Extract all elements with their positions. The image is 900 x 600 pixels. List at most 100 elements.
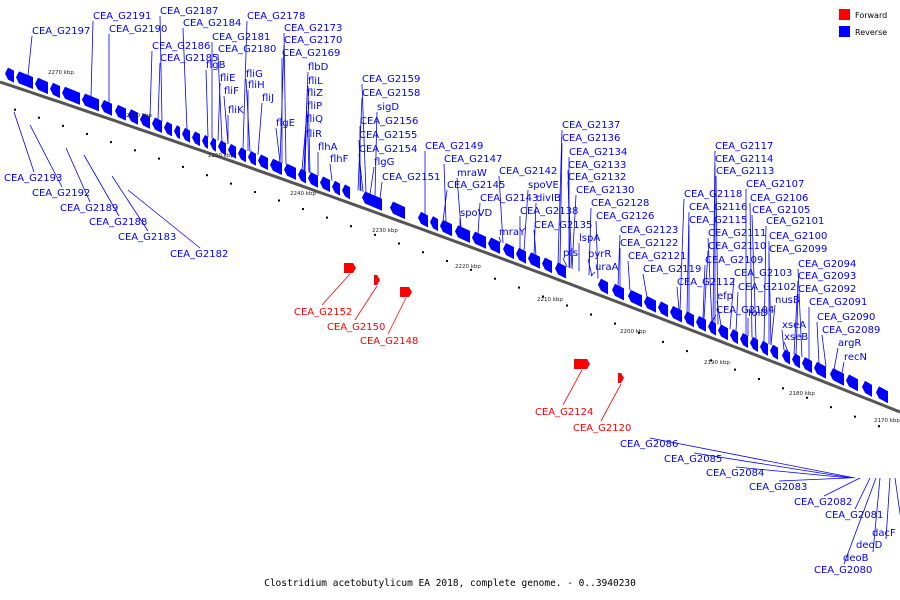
leader-line	[369, 166, 375, 195]
reverse-gene-arrow	[182, 127, 190, 143]
tick-mark	[38, 116, 40, 119]
tick-mark	[182, 165, 184, 168]
gene-label: CEA_G2082	[794, 497, 852, 508]
gene-label: pfs	[563, 248, 578, 259]
reverse-gene-arrow	[782, 349, 790, 365]
gene-label: CEA_G2089	[822, 325, 880, 336]
backbone-line	[0, 80, 900, 414]
leader-line	[498, 175, 504, 244]
reverse-gene-arrow	[390, 201, 405, 220]
reverse-gene-arrow	[612, 283, 624, 301]
reverse-gene-arrow	[802, 357, 812, 374]
gene-label: CEA_G2134	[569, 147, 627, 158]
leader-line	[257, 102, 263, 155]
leader-line	[13, 111, 35, 173]
gene-label: CEA_G2186	[152, 41, 210, 52]
gene-label: CEA_G2083	[749, 482, 807, 493]
gene-label: CEA_G2121	[628, 251, 686, 262]
tick-mark	[854, 415, 856, 418]
gene-label: CEA_G2155	[359, 130, 417, 141]
gene-label: CEA_G2112	[677, 277, 735, 288]
reverse-gene-arrow	[555, 262, 566, 279]
gene-label: CEA_G2180	[218, 44, 276, 55]
leader-line	[843, 477, 877, 565]
leader-line	[793, 280, 799, 355]
gene-label: CEA_G2111	[708, 228, 766, 239]
gene-label: xseB	[784, 332, 808, 343]
leader-line	[735, 291, 739, 332]
reverse-gene-arrow	[320, 176, 330, 193]
position-ticks: 2270 kbp 2260 kbp 2250 kbp 2240 kbp 2230 kbp…	[14, 70, 900, 428]
leader-line	[562, 257, 568, 268]
gene-label: CEA_G2150	[327, 322, 385, 333]
gene-label: fliJ	[262, 93, 274, 104]
genome-backbone	[0, 80, 900, 414]
gene-label: fliQ	[306, 114, 323, 125]
gene-label: CEA_G2104	[716, 305, 774, 316]
gene-label: deoB	[843, 553, 869, 564]
gene-label: CEA_G2119	[643, 264, 701, 275]
leader-line	[374, 111, 378, 197]
tick-mark	[566, 304, 568, 307]
gene-label: CEA_G2188	[89, 217, 147, 228]
gene-label: CEA_G2148	[360, 336, 418, 347]
leader-line	[795, 293, 799, 355]
tick-mark	[374, 233, 376, 236]
gene-label: CEA_G2133	[568, 160, 626, 171]
reverse-gene-arrow	[248, 150, 256, 166]
leader-line	[304, 97, 308, 172]
gene-label: CEA_G2132	[568, 172, 626, 183]
tick-label: 2180 kbp	[789, 391, 815, 397]
tick-mark	[518, 286, 520, 289]
legend-reverse-swatch	[839, 26, 850, 37]
forward-strand-genes	[344, 263, 624, 383]
reverse-gene-arrow	[62, 86, 80, 105]
tick-mark	[86, 132, 88, 135]
reverse-gene-arrow	[342, 184, 350, 200]
gene-label: folD	[748, 308, 768, 319]
tick-mark	[278, 199, 280, 202]
tick-mark	[638, 331, 640, 334]
gene-label: CEA_G2142	[499, 166, 557, 177]
reverse-gene-arrow	[644, 296, 656, 313]
leader-line	[127, 189, 201, 249]
tick-mark	[734, 368, 736, 371]
reverse-gene-arrow	[542, 257, 552, 274]
reverse-strand-genes	[5, 67, 888, 404]
leader-line	[182, 27, 188, 130]
gene-label: CEA_G2115	[689, 215, 747, 226]
leader-line	[559, 142, 563, 265]
gene-label: CEA_G2099	[769, 244, 827, 255]
gene-label: CEA_G2159	[362, 74, 420, 85]
gene-label: CEA_G2187	[160, 6, 218, 17]
leader-line	[823, 477, 861, 497]
gene-label: CEA_G2154	[359, 144, 417, 155]
leader-line	[595, 220, 599, 279]
gene-label: CEA_G2101	[766, 216, 824, 227]
gene-label: CEA_G2128	[591, 198, 649, 209]
gene-label: CEA_G2192	[32, 188, 90, 199]
gene-label: CEA_G2152	[294, 307, 352, 318]
gene-label: fliK	[228, 105, 244, 116]
leader-line	[361, 83, 367, 193]
tick-mark	[350, 225, 352, 228]
tick-mark	[230, 182, 232, 185]
gene-label: CEA_G2103	[734, 268, 792, 279]
reverse-gene-arrow	[115, 104, 126, 121]
leader-line	[642, 273, 648, 298]
leader-line	[749, 202, 753, 338]
gene-label: mraW	[457, 168, 487, 179]
reverse-gene-arrow	[503, 243, 514, 260]
leader-line	[885, 477, 891, 540]
gene-label: CEA_G2182	[170, 249, 228, 260]
reverse-gene-arrow	[488, 237, 500, 254]
leader-line	[729, 277, 735, 330]
forward-gene-arrow	[400, 287, 412, 297]
gene-label: uraA	[595, 262, 619, 273]
reverse-gene-arrow	[730, 329, 738, 345]
gene-label: CEA_G2092	[798, 284, 856, 295]
leader-line	[763, 225, 767, 343]
tick-mark	[326, 216, 328, 219]
tick-label: 2260 kbp	[126, 113, 152, 119]
